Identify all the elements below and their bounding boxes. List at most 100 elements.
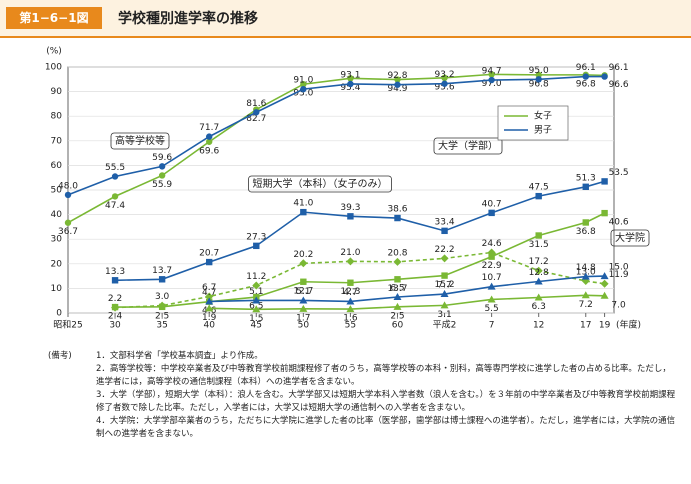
note-item: 4．大学院：大学学部卒業者のうち，ただちに大学院に進学した者の比率（医学部，歯学… xyxy=(96,416,676,439)
series-line xyxy=(115,180,605,282)
legend-label: 女子 xyxy=(534,110,552,122)
value-label: 1.7 xyxy=(296,313,310,323)
value-label: 12.3 xyxy=(340,287,360,297)
value-label: 4.7 xyxy=(202,288,216,298)
value-label: 36.8 xyxy=(576,227,596,237)
value-label: 17.2 xyxy=(529,257,549,267)
value-label: 51.3 xyxy=(576,173,596,183)
data-point xyxy=(158,276,166,283)
value-label: 55.5 xyxy=(105,163,125,173)
data-point xyxy=(534,277,543,285)
data-point xyxy=(581,272,590,280)
data-point xyxy=(488,253,495,260)
x-tick-label: 30 xyxy=(109,321,121,331)
value-label: 94.7 xyxy=(482,67,502,77)
value-label: 36.7 xyxy=(58,227,78,237)
value-label: 13.0 xyxy=(576,268,596,278)
data-point xyxy=(111,193,119,200)
group-label-box xyxy=(433,137,503,155)
notes: (備考) 1．文部科学省「学校基本調査」より作成。 2．高等学校等：中学校卒業者及… xyxy=(48,350,678,441)
data-point xyxy=(582,183,589,191)
data-point xyxy=(300,81,307,88)
series-line xyxy=(209,275,605,303)
x-tick-label: 55 xyxy=(345,321,356,331)
value-label: 92.8 xyxy=(387,71,407,81)
data-point xyxy=(205,304,214,312)
data-point xyxy=(252,305,261,313)
value-label: 69.6 xyxy=(199,146,219,156)
data-point xyxy=(601,209,608,217)
value-label: 11.2 xyxy=(246,272,266,282)
value-label: 53.5 xyxy=(609,168,629,178)
value-label: 6.5 xyxy=(390,284,404,294)
value-label: 6.3 xyxy=(532,302,546,312)
data-point xyxy=(206,138,213,145)
data-point xyxy=(488,209,495,217)
x-tick-label: 7 xyxy=(489,321,495,331)
data-point xyxy=(252,296,261,304)
data-point xyxy=(346,297,355,305)
value-label: 1.6 xyxy=(343,314,358,324)
value-label: 15.2 xyxy=(435,280,455,290)
value-label: 71.7 xyxy=(199,123,219,133)
x-tick-label: 60 xyxy=(392,321,404,331)
group-label: 大学（学部） xyxy=(438,139,498,152)
note-item: 1．文部科学省「学校基本調査」より作成。 xyxy=(96,351,263,361)
data-point xyxy=(582,73,589,80)
value-label: 13.7 xyxy=(152,266,172,276)
x-tick-label: 12 xyxy=(533,321,544,331)
value-label: 40.6 xyxy=(609,218,629,228)
group-label: 大学院 xyxy=(615,231,645,244)
data-point xyxy=(299,304,308,312)
value-label: 20.2 xyxy=(293,250,313,260)
value-label: 20.7 xyxy=(199,249,219,259)
series-line xyxy=(115,212,605,308)
data-point xyxy=(252,281,261,290)
x-tick-label: 19 xyxy=(599,321,611,331)
value-label: 95.6 xyxy=(435,82,455,92)
value-label: 4.7 xyxy=(343,288,357,298)
data-point xyxy=(440,254,449,263)
value-label: 13.7 xyxy=(387,284,407,294)
value-label: 3.1 xyxy=(437,310,451,320)
value-label: 97.0 xyxy=(482,79,502,89)
data-point xyxy=(64,219,72,226)
series-line xyxy=(115,251,605,309)
value-label: 5.1 xyxy=(296,287,310,297)
value-label: 22.9 xyxy=(482,261,502,271)
data-point xyxy=(394,76,401,83)
y-tick-label: 0 xyxy=(56,309,62,319)
value-label: 31.5 xyxy=(529,240,549,250)
data-point xyxy=(158,172,166,179)
data-point xyxy=(299,259,308,268)
data-point xyxy=(488,76,495,84)
data-point xyxy=(205,297,214,305)
data-point xyxy=(111,277,119,284)
data-point xyxy=(347,213,354,220)
value-label: 47.5 xyxy=(529,183,549,193)
data-point xyxy=(535,71,542,79)
value-label: 82.7 xyxy=(246,114,266,124)
value-label: 5.1 xyxy=(249,287,263,297)
chart-title: 学校種別進学率の推移 xyxy=(118,11,258,27)
data-point xyxy=(534,293,543,301)
data-point xyxy=(111,303,119,311)
data-point xyxy=(441,272,448,279)
value-label: 13.3 xyxy=(105,267,125,277)
y-axis-unit: (%) xyxy=(46,47,62,57)
data-point xyxy=(441,74,448,82)
y-tick-label: 40 xyxy=(51,210,63,220)
value-label: 20.8 xyxy=(387,248,407,258)
data-point xyxy=(488,71,495,78)
value-label: 48.0 xyxy=(58,181,78,191)
value-label: 93.1 xyxy=(340,70,360,80)
y-tick-label: 100 xyxy=(45,63,62,73)
y-tick-label: 90 xyxy=(51,87,63,97)
data-point xyxy=(300,85,307,93)
value-label: 14.8 xyxy=(576,263,596,273)
data-point xyxy=(393,293,402,301)
data-point xyxy=(601,178,608,185)
value-label: 15.0 xyxy=(609,263,629,273)
data-point xyxy=(600,291,609,299)
